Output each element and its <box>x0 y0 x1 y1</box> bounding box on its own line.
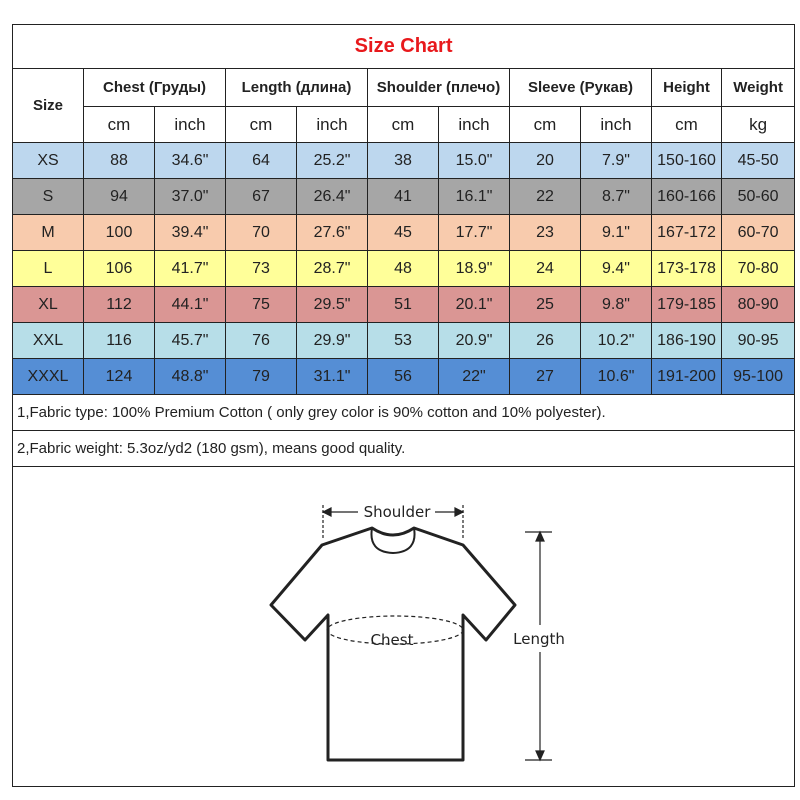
shoulder-arrow-right-icon <box>454 507 465 517</box>
value-cell: 173-178 <box>651 250 722 287</box>
value-cell: 27 <box>509 358 581 395</box>
unit-header: cm <box>225 106 297 143</box>
unit-header: cm <box>83 106 155 143</box>
unit-header: kg <box>720 106 796 143</box>
value-cell: 45-50 <box>720 142 796 179</box>
table-row: S 94 37.0" 67 26.4" 41 16.1" 22 8.7" 160-166 50-60 <box>12 178 796 215</box>
value-cell: 17.7" <box>438 214 510 251</box>
value-cell: 80-90 <box>720 286 796 323</box>
size-cell: XL <box>12 286 84 323</box>
value-cell: 70 <box>225 214 297 251</box>
shoulder-label: Shoulder <box>364 503 432 521</box>
value-cell: 76 <box>225 322 297 359</box>
value-cell: 48 <box>367 250 439 287</box>
value-cell: 116 <box>83 322 155 359</box>
value-cell: 25.2" <box>296 142 368 179</box>
shoulder-arrow-left-icon <box>321 507 332 517</box>
value-cell: 64 <box>225 142 297 179</box>
value-cell: 7.9" <box>580 142 652 179</box>
value-cell: 37.0" <box>154 178 226 215</box>
value-cell: 26 <box>509 322 581 359</box>
value-cell: 60-70 <box>720 214 796 251</box>
value-cell: 15.0" <box>438 142 510 179</box>
length-label: Length <box>513 630 565 648</box>
value-cell: 44.1" <box>154 286 226 323</box>
size-header: Size <box>12 68 84 143</box>
tshirt-collar <box>370 527 416 554</box>
value-cell: 20 <box>509 142 581 179</box>
value-cell: 41 <box>367 178 439 215</box>
note-fabric-type: 1,Fabric type: 100% Premium Cotton ( onl… <box>11 394 796 431</box>
value-cell: 20.9" <box>438 322 510 359</box>
unit-header: cm <box>367 106 439 143</box>
value-cell: 124 <box>83 358 155 395</box>
value-cell: 70-80 <box>720 250 796 287</box>
value-cell: 8.7" <box>580 178 652 215</box>
column-group-header: Weight <box>720 68 796 107</box>
length-arrow-up-icon <box>535 530 545 542</box>
value-cell: 45.7" <box>154 322 226 359</box>
table-row: XXXL 124 48.8" 79 31.1" 56 22" 27 10.6" 191-200 95… <box>12 358 796 395</box>
value-cell: 179-185 <box>651 286 722 323</box>
value-cell: 10.6" <box>580 358 652 395</box>
value-cell: 90-95 <box>720 322 796 359</box>
column-group-header: Length (длина) <box>225 68 368 107</box>
value-cell: 25 <box>509 286 581 323</box>
value-cell: 29.5" <box>296 286 368 323</box>
value-cell: 28.7" <box>296 250 368 287</box>
value-cell: 23 <box>509 214 581 251</box>
unit-header: inch <box>154 106 226 143</box>
chest-guide <box>326 615 464 645</box>
size-cell: XS <box>12 142 84 179</box>
value-cell: 112 <box>83 286 155 323</box>
value-cell: 41.7" <box>154 250 226 287</box>
table-row: XXL 116 45.7" 76 29.9" 53 20.9" 26 10.2" 186-190 9… <box>12 322 796 359</box>
table-row: XL 112 44.1" 75 29.5" 51 20.1" 25 9.8" 179-185 80-… <box>12 286 796 323</box>
value-cell: 106 <box>83 250 155 287</box>
size-cell: XXXL <box>12 358 84 395</box>
tshirt-outline <box>269 526 517 762</box>
value-cell: 34.6" <box>154 142 226 179</box>
value-cell: 9.8" <box>580 286 652 323</box>
value-cell: 18.9" <box>438 250 510 287</box>
value-cell: 22 <box>509 178 581 215</box>
value-cell: 167-172 <box>651 214 722 251</box>
value-cell: 56 <box>367 358 439 395</box>
value-cell: 150-160 <box>651 142 722 179</box>
value-cell: 95-100 <box>720 358 796 395</box>
chest-label: Chest <box>371 631 414 649</box>
length-arrow-down-icon <box>535 750 545 762</box>
value-cell: 10.2" <box>580 322 652 359</box>
value-cell: 191-200 <box>651 358 722 395</box>
note-fabric-weight: 2,Fabric weight: 5.3oz/yd2 (180 gsm), me… <box>11 430 796 467</box>
size-chart-table: Size Chart Size Chest (Груды) Length (дли… <box>11 24 796 467</box>
value-cell: 51 <box>367 286 439 323</box>
value-cell: 38 <box>367 142 439 179</box>
value-cell: 24 <box>509 250 581 287</box>
unit-header: inch <box>438 106 510 143</box>
value-cell: 39.4" <box>154 214 226 251</box>
value-cell: 22" <box>438 358 510 395</box>
value-cell: 160-166 <box>651 178 722 215</box>
column-group-header: Sleeve (Рукав) <box>509 68 652 107</box>
unit-header: cm <box>509 106 581 143</box>
